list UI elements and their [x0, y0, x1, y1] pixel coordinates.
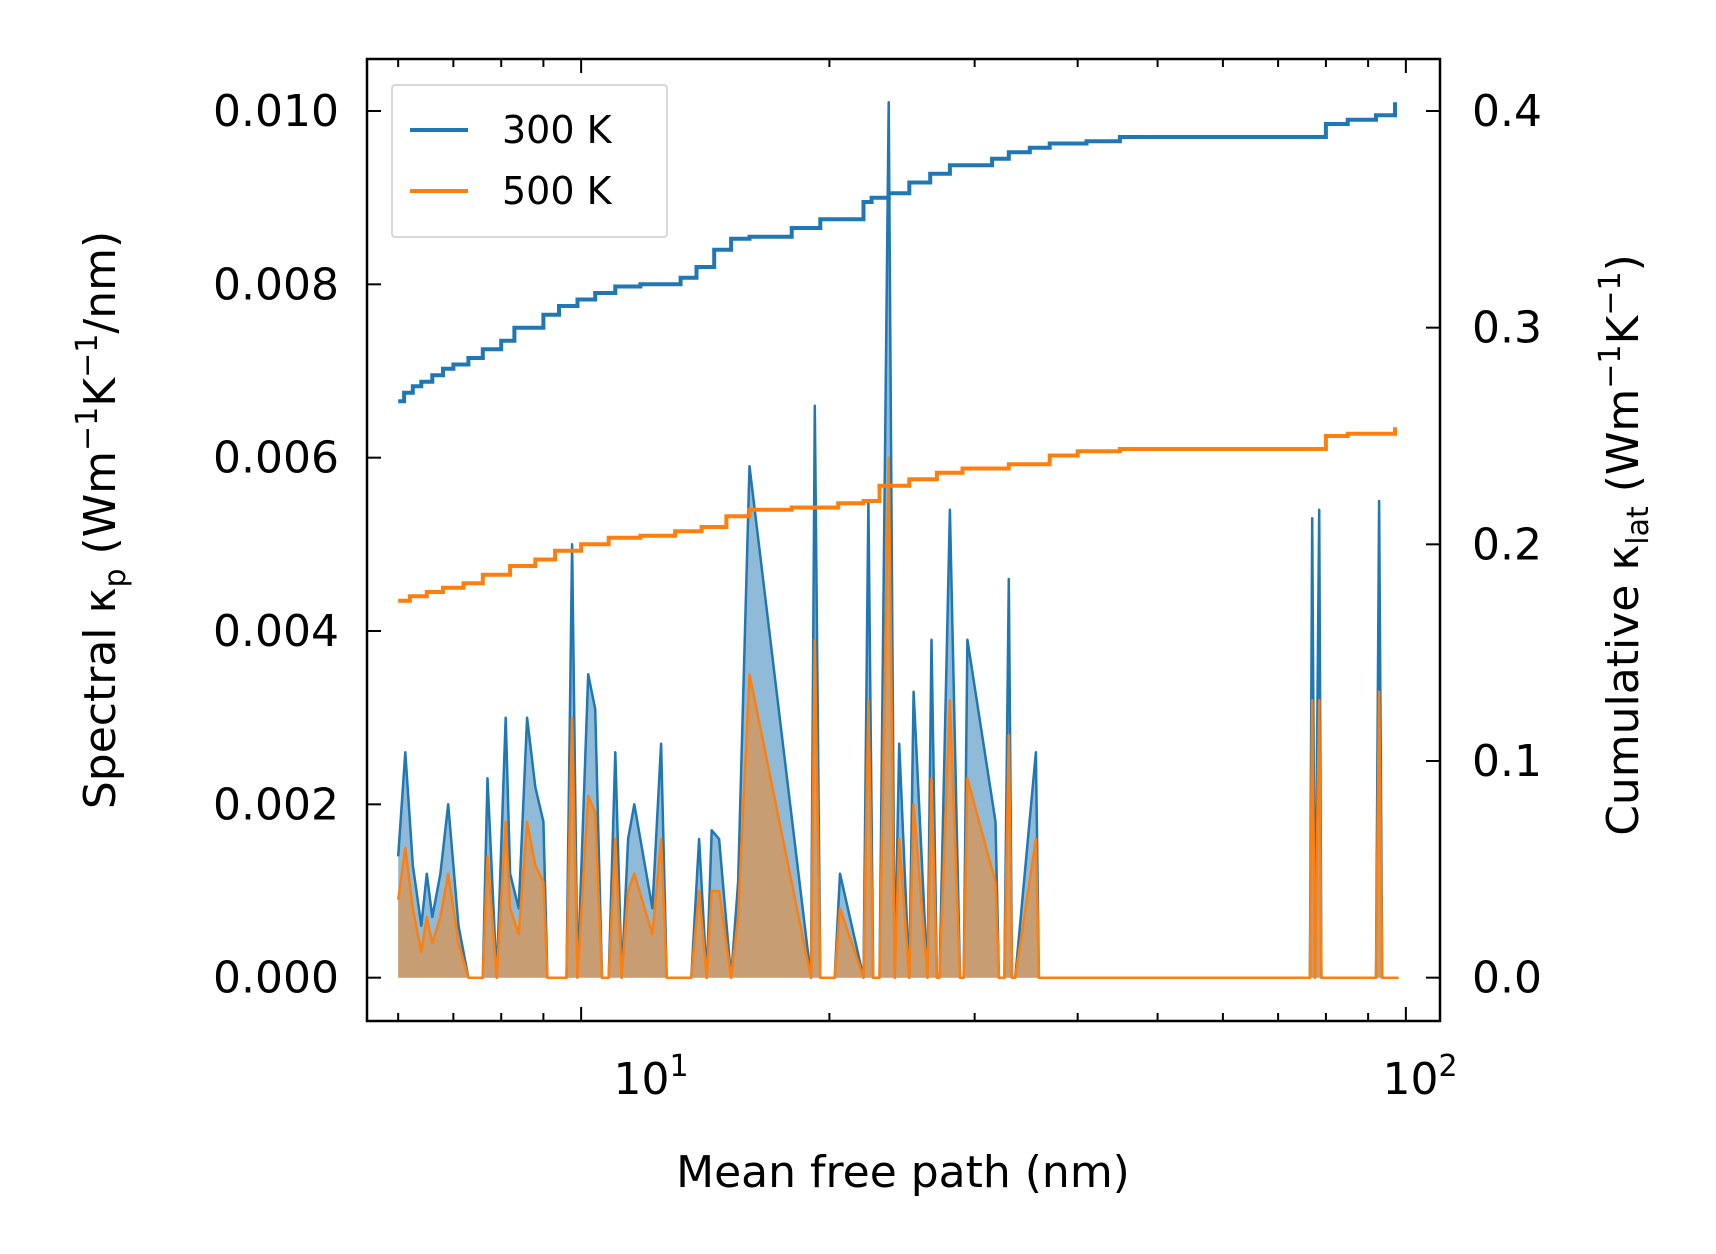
x-tick-label-10: 101	[613, 1049, 688, 1105]
left-y-tick-label: 0.002	[213, 779, 339, 830]
legend-box	[391, 84, 668, 238]
spectral-line-300k	[396, 101, 1399, 979]
x-tick-label-100: 102	[1382, 1049, 1457, 1105]
left-y-tick-label: 0.006	[213, 433, 339, 484]
left-y-axis-label: Spectral κp (Wm−1K−1/nm)	[70, 231, 133, 809]
plot-frame	[365, 57, 1442, 1023]
cumulative-line-500k	[398, 427, 1397, 603]
spectral-line-500k	[396, 456, 1399, 979]
left-y-tick-label: 0.008	[213, 259, 339, 310]
right-y-tick-label: 0.3	[1472, 303, 1542, 354]
cumulative-line-300k	[398, 102, 1397, 404]
legend-label-500k: 500 K	[502, 169, 613, 213]
x-axis-label: Mean free path (nm)	[676, 1147, 1130, 1198]
right-y-axis-label: Cumulative κlat (Wm−1K−1)	[1593, 254, 1656, 836]
right-y-tick-label: 0.2	[1472, 519, 1542, 570]
legend: 300 K 500 K	[391, 84, 668, 238]
axis-ticks: 0.000 0.002 0.004 0.006 0.008 0.010 0.0 0.1 0.2 0…	[213, 59, 1542, 1021]
right-y-tick-label: 0.4	[1472, 86, 1542, 137]
legend-label-300k: 300 K	[502, 108, 613, 152]
left-y-tick-label: 0.010	[213, 86, 339, 137]
right-y-tick-label: 0.0	[1472, 953, 1542, 1004]
right-y-tick-label: 0.1	[1472, 736, 1542, 787]
cumulative-lines	[398, 102, 1397, 603]
left-y-tick-label: 0.000	[213, 953, 339, 1004]
plot-area	[396, 101, 1399, 979]
left-y-tick-label: 0.004	[213, 606, 339, 657]
